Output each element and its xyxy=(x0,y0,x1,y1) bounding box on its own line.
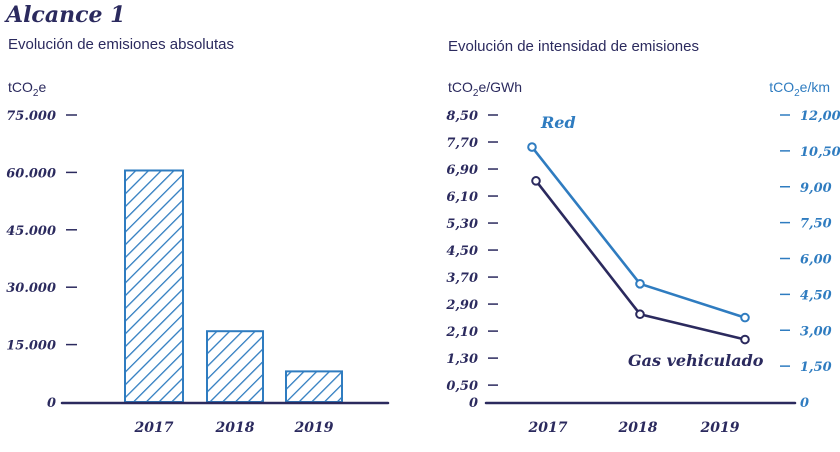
line-left-tick-label: 2,90 xyxy=(445,298,478,313)
line-point-2018 xyxy=(635,309,645,320)
bar-y-axis-label: tCO2e xyxy=(8,79,46,99)
bar-x-tick-label: 2019 xyxy=(294,420,334,436)
line-chart: tCO2e/GWh tCO2e/km 0 0,50 1,30 2,10 2,90 3,70 4,… xyxy=(445,79,840,436)
line-right-axis-label: tCO2e/km xyxy=(769,79,830,99)
line-left-tick-label: 4,50 xyxy=(446,244,478,259)
line-left-axis-label: tCO2e/GWh xyxy=(448,79,522,99)
line-left-tick-label: 5,30 xyxy=(446,217,478,232)
line-point-2019 xyxy=(740,334,750,345)
bar-x-tick-label: 2017 xyxy=(134,420,174,436)
bar-x-tick-label: 2018 xyxy=(215,420,255,436)
bar-y-tick-label: 15.000 xyxy=(6,339,56,354)
line-left-tick-label: 6,90 xyxy=(446,163,478,178)
line-right-tick-label: 4,50 xyxy=(800,288,832,303)
line-right-tick-label: 1,50 xyxy=(800,360,832,375)
bar-y-tick-label: 30.000 xyxy=(6,281,56,296)
line-chart-title: Evolución de intensidad de emisiones xyxy=(448,38,699,55)
line-left-tick-label: 3,70 xyxy=(446,271,478,286)
line-x-tick-label: 2018 xyxy=(618,420,658,436)
line-series-red xyxy=(530,146,746,319)
line-series-label: Gas vehiculado xyxy=(628,351,764,370)
line-right-tick-label: 6,00 xyxy=(800,253,832,268)
bar-chart-title: Evolución de emisiones absolutas xyxy=(8,36,234,53)
bar-2017 xyxy=(124,169,184,403)
bar-2019 xyxy=(285,370,343,403)
line-right-tick-label: 10,50 xyxy=(800,145,840,160)
line-point-2017 xyxy=(531,176,541,186)
line-left-tick-label: 0 xyxy=(469,396,478,411)
line-point-2017 xyxy=(527,142,537,152)
bar-y-tick-label: 75.000 xyxy=(6,109,56,124)
line-left-tick-label: 0,50 xyxy=(446,379,478,394)
line-left-tick-label: 6,10 xyxy=(446,190,478,205)
line-left-tick-label: 1,30 xyxy=(446,352,478,367)
line-point-2018 xyxy=(635,279,645,289)
line-right-tick-label: 12,00 xyxy=(800,109,840,124)
line-x-tick-label: 2019 xyxy=(700,420,740,436)
bar-2018 xyxy=(206,330,264,403)
line-right-tick-label: 0 xyxy=(800,396,809,411)
line-left-tick-label: 2,10 xyxy=(445,325,478,340)
bar-y-tick-label: 45.000 xyxy=(6,224,56,239)
bar-y-tick-label: 0 xyxy=(47,396,56,411)
bar-chart: tCO2e 0 15.000 30.000 45.000 60.000 75.000 2017… xyxy=(6,79,390,436)
line-series-label: Red xyxy=(540,113,576,132)
page-heading: Alcance 1 xyxy=(6,2,126,28)
line-left-tick-label: 8,50 xyxy=(446,109,478,124)
line-right-tick-label: 3,00 xyxy=(800,324,832,339)
bar-y-tick-label: 60.000 xyxy=(6,166,56,181)
line-right-tick-label: 7,50 xyxy=(800,217,832,232)
line-right-tick-label: 9,00 xyxy=(800,181,832,196)
line-x-tick-label: 2017 xyxy=(528,420,568,436)
line-point-2019 xyxy=(740,312,750,323)
line-left-tick-label: 7,70 xyxy=(446,136,478,151)
